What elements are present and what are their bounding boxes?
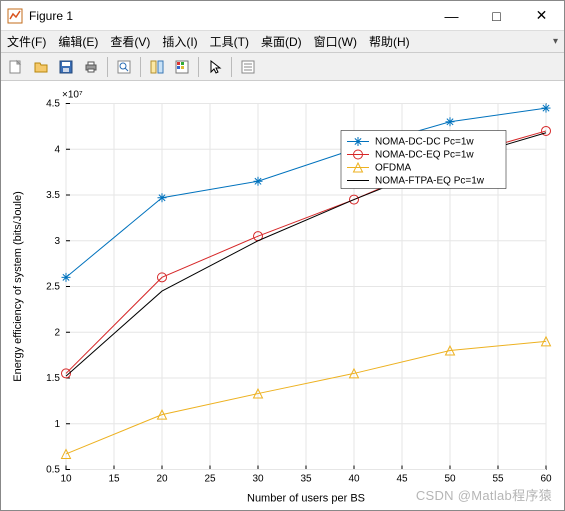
svg-text:0.5: 0.5 [46, 465, 60, 476]
watermark: CSDN @Matlab程序猿 [416, 485, 552, 504]
svg-text:10: 10 [60, 474, 72, 485]
y-axis-label: Energy efficiency of system (bits/Joule) [12, 191, 24, 382]
colorbar-button[interactable] [171, 56, 193, 78]
save-button[interactable] [55, 56, 77, 78]
link-axes-button[interactable] [146, 56, 168, 78]
svg-text:45: 45 [396, 474, 408, 485]
svg-text:60: 60 [540, 474, 552, 485]
svg-text:3.5: 3.5 [46, 190, 60, 201]
figure-window: Figure 1 — □ ✕ 文件(F) 编辑(E) 查看(V) 插入(I) 工… [0, 0, 565, 511]
minimize-button[interactable]: — [429, 1, 474, 30]
svg-text:4: 4 [54, 144, 60, 155]
x-axis-label: Number of users per BS [247, 493, 365, 505]
svg-text:30: 30 [252, 474, 264, 485]
svg-text:1: 1 [54, 419, 60, 430]
y-exponent: ×10⁷ [62, 90, 83, 101]
window-buttons: — □ ✕ [429, 1, 564, 30]
close-button[interactable]: ✕ [519, 1, 564, 30]
menu-help[interactable]: 帮助(H) [369, 33, 410, 50]
menu-insert[interactable]: 插入(I) [162, 33, 197, 50]
svg-text:2: 2 [54, 327, 60, 338]
svg-text:50: 50 [444, 474, 456, 485]
toolbar-separator [140, 57, 141, 77]
menu-more-icon[interactable]: ▾ [553, 36, 558, 47]
svg-text:1.5: 1.5 [46, 373, 60, 384]
menu-bar: 文件(F) 编辑(E) 查看(V) 插入(I) 工具(T) 桌面(D) 窗口(W… [1, 31, 564, 53]
plot-area: 10 15 20 25 30 35 40 45 50 55 60 0.5 1 1.5 2 2.5 3 3.5 4 4.… [1, 81, 564, 510]
svg-text:25: 25 [204, 474, 216, 485]
svg-text:55: 55 [492, 474, 504, 485]
maximize-button[interactable]: □ [474, 1, 519, 30]
legend-label: OFDMA [375, 163, 411, 174]
menu-file[interactable]: 文件(F) [7, 33, 46, 50]
menu-desktop[interactable]: 桌面(D) [261, 33, 302, 50]
svg-text:4.5: 4.5 [46, 99, 60, 110]
toolbar-separator [107, 57, 108, 77]
print-button[interactable] [80, 56, 102, 78]
zoom-button[interactable] [113, 56, 135, 78]
line-chart: 10 15 20 25 30 35 40 45 50 55 60 0.5 1 1.5 2 2.5 3 3.5 4 4.… [1, 81, 564, 510]
pointer-button[interactable] [204, 56, 226, 78]
title-bar: Figure 1 — □ ✕ [1, 1, 564, 31]
property-editor-button[interactable] [237, 56, 259, 78]
open-button[interactable] [30, 56, 52, 78]
menu-view[interactable]: 查看(V) [110, 33, 150, 50]
menu-tools[interactable]: 工具(T) [210, 33, 249, 50]
new-figure-button[interactable] [5, 56, 27, 78]
app-icon [7, 8, 23, 24]
svg-text:35: 35 [300, 474, 312, 485]
toolbar-separator [198, 57, 199, 77]
toolbar-separator [231, 57, 232, 77]
menu-edit[interactable]: 编辑(E) [58, 33, 98, 50]
toolbar [1, 53, 564, 81]
window-title: Figure 1 [29, 9, 429, 23]
svg-text:40: 40 [348, 474, 360, 485]
menu-window[interactable]: 窗口(W) [314, 33, 357, 50]
svg-text:2.5: 2.5 [46, 282, 60, 293]
legend-label: NOMA-DC-EQ Pc=1w [375, 150, 474, 161]
svg-text:20: 20 [156, 474, 168, 485]
svg-text:15: 15 [108, 474, 120, 485]
svg-text:3: 3 [54, 236, 60, 247]
legend-label: NOMA-FTPA-EQ Pc=1w [375, 176, 485, 187]
legend-label: NOMA-DC-DC Pc=1w [375, 137, 474, 148]
